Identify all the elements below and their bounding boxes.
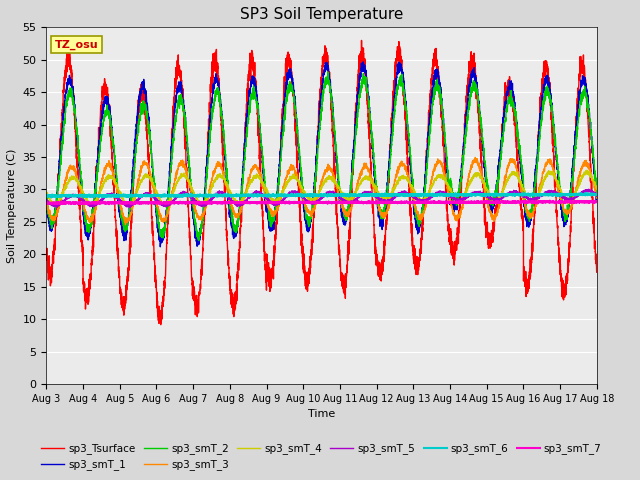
sp3_smT_2 [415,220,422,226]
sp3_smT_4 [301,191,309,196]
sp3_smT_5 [301,197,309,203]
sp3_smT_4 [582,168,590,173]
sp3_smT_2 [445,181,453,187]
sp3_smT_6 [520,190,528,195]
sp3_Tsurface [42,252,50,257]
Legend: sp3_Tsurface, sp3_smT_1, sp3_smT_2, sp3_smT_3, sp3_smT_4, sp3_smT_5, sp3_smT_6, : sp3_Tsurface, sp3_smT_1, sp3_smT_2, sp3_… [37,439,606,475]
sp3_smT_4 [125,204,133,209]
sp3_smT_3 [476,168,484,174]
sp3_smT_1 [156,244,164,250]
sp3_smT_7 [193,202,200,207]
sp3_smT_1 [593,191,601,196]
sp3_smT_5 [42,197,50,203]
sp3_Tsurface [358,37,365,43]
Line: sp3_smT_2: sp3_smT_2 [46,72,597,240]
sp3_smT_3 [42,198,50,204]
sp3_smT_6 [42,194,50,200]
sp3_Tsurface [301,276,309,282]
sp3_smT_3 [415,216,422,222]
Text: TZ_osu: TZ_osu [54,40,98,50]
sp3_smT_7 [141,200,149,206]
sp3_smT_6 [141,192,149,198]
sp3_smT_2 [476,112,484,118]
sp3_Tsurface [476,136,484,142]
Line: sp3_smT_7: sp3_smT_7 [46,201,597,204]
sp3_smT_5 [593,192,600,198]
sp3_smT_7 [301,200,309,205]
Y-axis label: Soil Temperature (C): Soil Temperature (C) [7,148,17,263]
sp3_Tsurface [445,221,453,227]
sp3_smT_1 [415,226,422,231]
sp3_smT_1 [476,118,484,124]
Line: sp3_Tsurface: sp3_Tsurface [46,40,597,324]
sp3_smT_7 [445,199,453,205]
sp3_Tsurface [593,258,601,264]
sp3_smT_2 [301,206,309,212]
sp3_smT_6 [476,192,484,197]
sp3_smT_4 [141,174,149,180]
sp3_smT_4 [445,186,453,192]
sp3_smT_7 [415,199,422,205]
sp3_smT_2 [324,69,332,75]
sp3_smT_1 [359,59,367,65]
sp3_Tsurface [157,322,164,327]
sp3_Tsurface [415,256,422,262]
sp3_smT_2 [42,191,50,197]
sp3_smT_2 [593,188,600,194]
sp3_smT_7 [476,200,484,205]
sp3_smT_1 [42,199,50,204]
sp3_smT_5 [125,204,132,210]
sp3_smT_6 [445,193,453,199]
sp3_smT_7 [593,199,601,204]
sp3_smT_5 [593,192,601,197]
sp3_smT_7 [593,198,600,204]
sp3_smT_5 [476,189,484,195]
sp3_smT_7 [546,198,554,204]
sp3_smT_4 [415,196,422,202]
sp3_smT_2 [141,105,149,110]
sp3_smT_6 [593,192,600,197]
sp3_smT_1 [445,196,453,202]
sp3_smT_3 [141,162,149,168]
X-axis label: Time: Time [308,409,335,419]
sp3_smT_6 [415,192,422,198]
sp3_smT_3 [593,195,601,201]
sp3_smT_3 [301,203,309,209]
sp3_smT_4 [593,184,600,190]
Line: sp3_smT_3: sp3_smT_3 [46,157,597,225]
Line: sp3_smT_1: sp3_smT_1 [46,62,597,247]
sp3_smT_2 [195,238,203,243]
sp3_smT_6 [47,195,55,201]
sp3_smT_7 [42,201,50,206]
sp3_smT_5 [141,191,149,197]
sp3_smT_4 [593,187,601,192]
sp3_smT_1 [141,90,149,96]
Line: sp3_smT_6: sp3_smT_6 [46,192,597,198]
sp3_smT_3 [445,194,453,200]
sp3_smT_6 [593,192,601,197]
sp3_smT_6 [301,192,309,198]
Line: sp3_smT_5: sp3_smT_5 [46,189,597,207]
sp3_smT_4 [476,173,484,179]
sp3_smT_5 [415,197,422,203]
sp3_smT_5 [445,192,453,198]
sp3_smT_2 [593,192,601,198]
sp3_Tsurface [141,106,149,111]
Title: SP3 Soil Temperature: SP3 Soil Temperature [240,7,403,22]
sp3_smT_1 [301,216,309,222]
sp3_Tsurface [593,256,600,262]
sp3_smT_5 [585,186,593,192]
Line: sp3_smT_4: sp3_smT_4 [46,170,597,206]
sp3_smT_4 [42,190,50,196]
sp3_smT_3 [593,193,600,199]
sp3_smT_3 [472,155,479,160]
sp3_smT_1 [593,200,600,205]
sp3_smT_3 [122,222,129,228]
